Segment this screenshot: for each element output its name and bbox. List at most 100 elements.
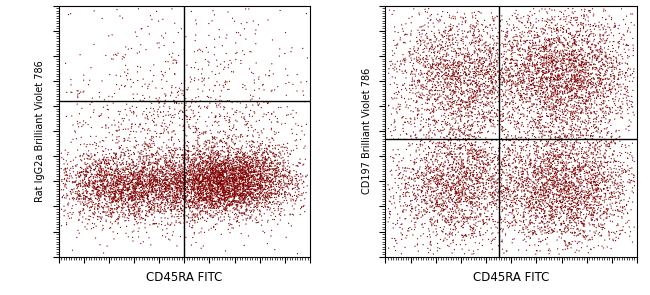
Point — [543, 55, 554, 60]
Point — [535, 131, 545, 136]
Point — [501, 50, 512, 54]
Point — [237, 115, 247, 119]
Point — [569, 195, 579, 200]
Point — [464, 54, 474, 59]
Point — [144, 163, 154, 168]
Point — [552, 157, 563, 162]
Point — [554, 169, 564, 173]
Point — [180, 184, 190, 189]
Point — [122, 167, 132, 171]
Point — [498, 111, 508, 116]
Point — [258, 176, 268, 181]
Point — [159, 131, 169, 135]
Point — [464, 72, 474, 77]
Point — [476, 76, 486, 81]
Point — [475, 151, 486, 156]
Point — [591, 24, 601, 28]
Point — [79, 169, 89, 174]
Point — [569, 111, 580, 115]
Point — [572, 68, 582, 73]
Point — [450, 81, 461, 86]
Point — [212, 188, 222, 193]
Point — [237, 194, 248, 198]
Point — [104, 158, 114, 163]
Point — [530, 185, 541, 190]
Point — [586, 71, 596, 76]
Point — [541, 77, 551, 82]
Point — [207, 194, 218, 198]
Point — [394, 172, 404, 176]
Point — [189, 183, 200, 188]
Point — [119, 205, 129, 210]
Point — [130, 187, 140, 192]
Point — [454, 208, 464, 213]
Point — [162, 206, 173, 211]
Point — [589, 179, 599, 183]
Point — [89, 194, 99, 198]
Point — [453, 190, 463, 195]
Point — [556, 58, 567, 63]
Point — [271, 153, 281, 158]
Point — [457, 188, 467, 192]
Point — [450, 69, 461, 74]
Point — [607, 105, 618, 110]
Point — [573, 71, 584, 76]
Point — [254, 75, 264, 79]
Point — [557, 89, 567, 94]
Point — [502, 31, 513, 35]
Point — [162, 196, 173, 201]
Point — [486, 186, 497, 191]
Point — [554, 39, 564, 44]
Point — [94, 185, 104, 190]
Point — [116, 196, 127, 201]
Point — [282, 167, 293, 172]
Point — [234, 168, 244, 173]
Point — [552, 95, 563, 99]
Point — [230, 207, 240, 212]
Point — [552, 199, 562, 204]
Point — [255, 186, 266, 190]
Point — [148, 173, 158, 177]
Point — [209, 225, 219, 230]
Point — [516, 204, 526, 208]
Point — [148, 198, 159, 203]
Point — [135, 157, 146, 161]
Point — [244, 176, 255, 181]
Point — [220, 80, 230, 85]
Point — [186, 9, 196, 14]
Point — [81, 174, 91, 179]
Point — [422, 92, 432, 97]
Point — [118, 167, 129, 172]
Point — [448, 238, 458, 242]
Point — [261, 190, 272, 195]
Point — [570, 165, 580, 170]
Point — [413, 46, 424, 51]
Point — [127, 178, 138, 182]
Point — [453, 191, 463, 196]
Point — [107, 190, 118, 195]
Point — [143, 194, 153, 199]
Point — [604, 202, 615, 206]
Point — [552, 94, 562, 99]
Point — [426, 190, 437, 194]
Point — [526, 190, 537, 195]
Point — [176, 187, 187, 192]
Point — [405, 103, 415, 108]
Point — [587, 42, 597, 46]
Point — [124, 163, 135, 168]
Point — [181, 170, 192, 175]
Point — [235, 158, 246, 163]
Point — [551, 176, 562, 181]
Point — [575, 169, 586, 174]
Point — [430, 45, 441, 49]
Point — [504, 152, 515, 157]
Point — [564, 167, 575, 172]
Point — [588, 164, 599, 169]
Point — [218, 176, 228, 181]
Point — [138, 197, 148, 202]
Point — [562, 167, 572, 172]
Point — [170, 21, 180, 26]
Point — [60, 148, 70, 153]
Point — [543, 181, 553, 186]
Point — [120, 152, 130, 156]
